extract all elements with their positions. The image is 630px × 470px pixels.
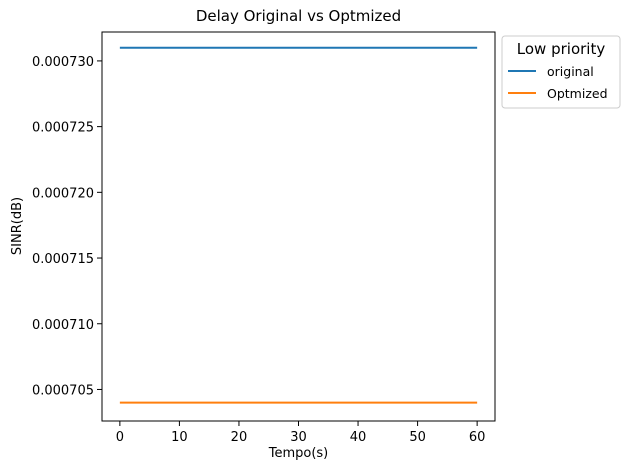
x-tick-label: 0 (116, 430, 124, 445)
y-axis-label: SINR(dB) (10, 197, 25, 255)
x-tick-label: 20 (231, 430, 248, 445)
y-tick-label: 0.000710 (32, 318, 94, 333)
y-tick-label: 0.000705 (32, 383, 94, 398)
y-tick-label: 0.000720 (32, 186, 94, 201)
x-tick-label: 40 (350, 430, 367, 445)
y-axis-ticks: 0.000705 0.000710 0.000715 0.000720 0.000725… (32, 55, 102, 398)
y-tick-label: 0.000730 (32, 55, 94, 70)
series-layer (119, 46, 478, 404)
chart-title: Delay Original vs Optmized (196, 7, 401, 25)
legend: Low priority original Optmized (501, 35, 621, 109)
x-tick-label: 30 (290, 430, 307, 445)
y-tick-label: 0.000715 (32, 252, 94, 267)
x-axis-label: Tempo(s) (268, 446, 329, 461)
legend-label-original: original (547, 64, 594, 79)
legend-label-optmized: Optmized (547, 86, 608, 101)
x-tick-label: 50 (409, 430, 426, 445)
x-tick-label: 60 (469, 430, 486, 445)
plot-area (101, 31, 496, 422)
legend-frame (501, 35, 621, 109)
x-tick-label: 10 (171, 430, 188, 445)
legend-title: Low priority (517, 40, 606, 58)
x-axis-ticks: 0 10 20 30 40 50 60 (116, 421, 486, 445)
y-tick-label: 0.000725 (32, 121, 94, 136)
